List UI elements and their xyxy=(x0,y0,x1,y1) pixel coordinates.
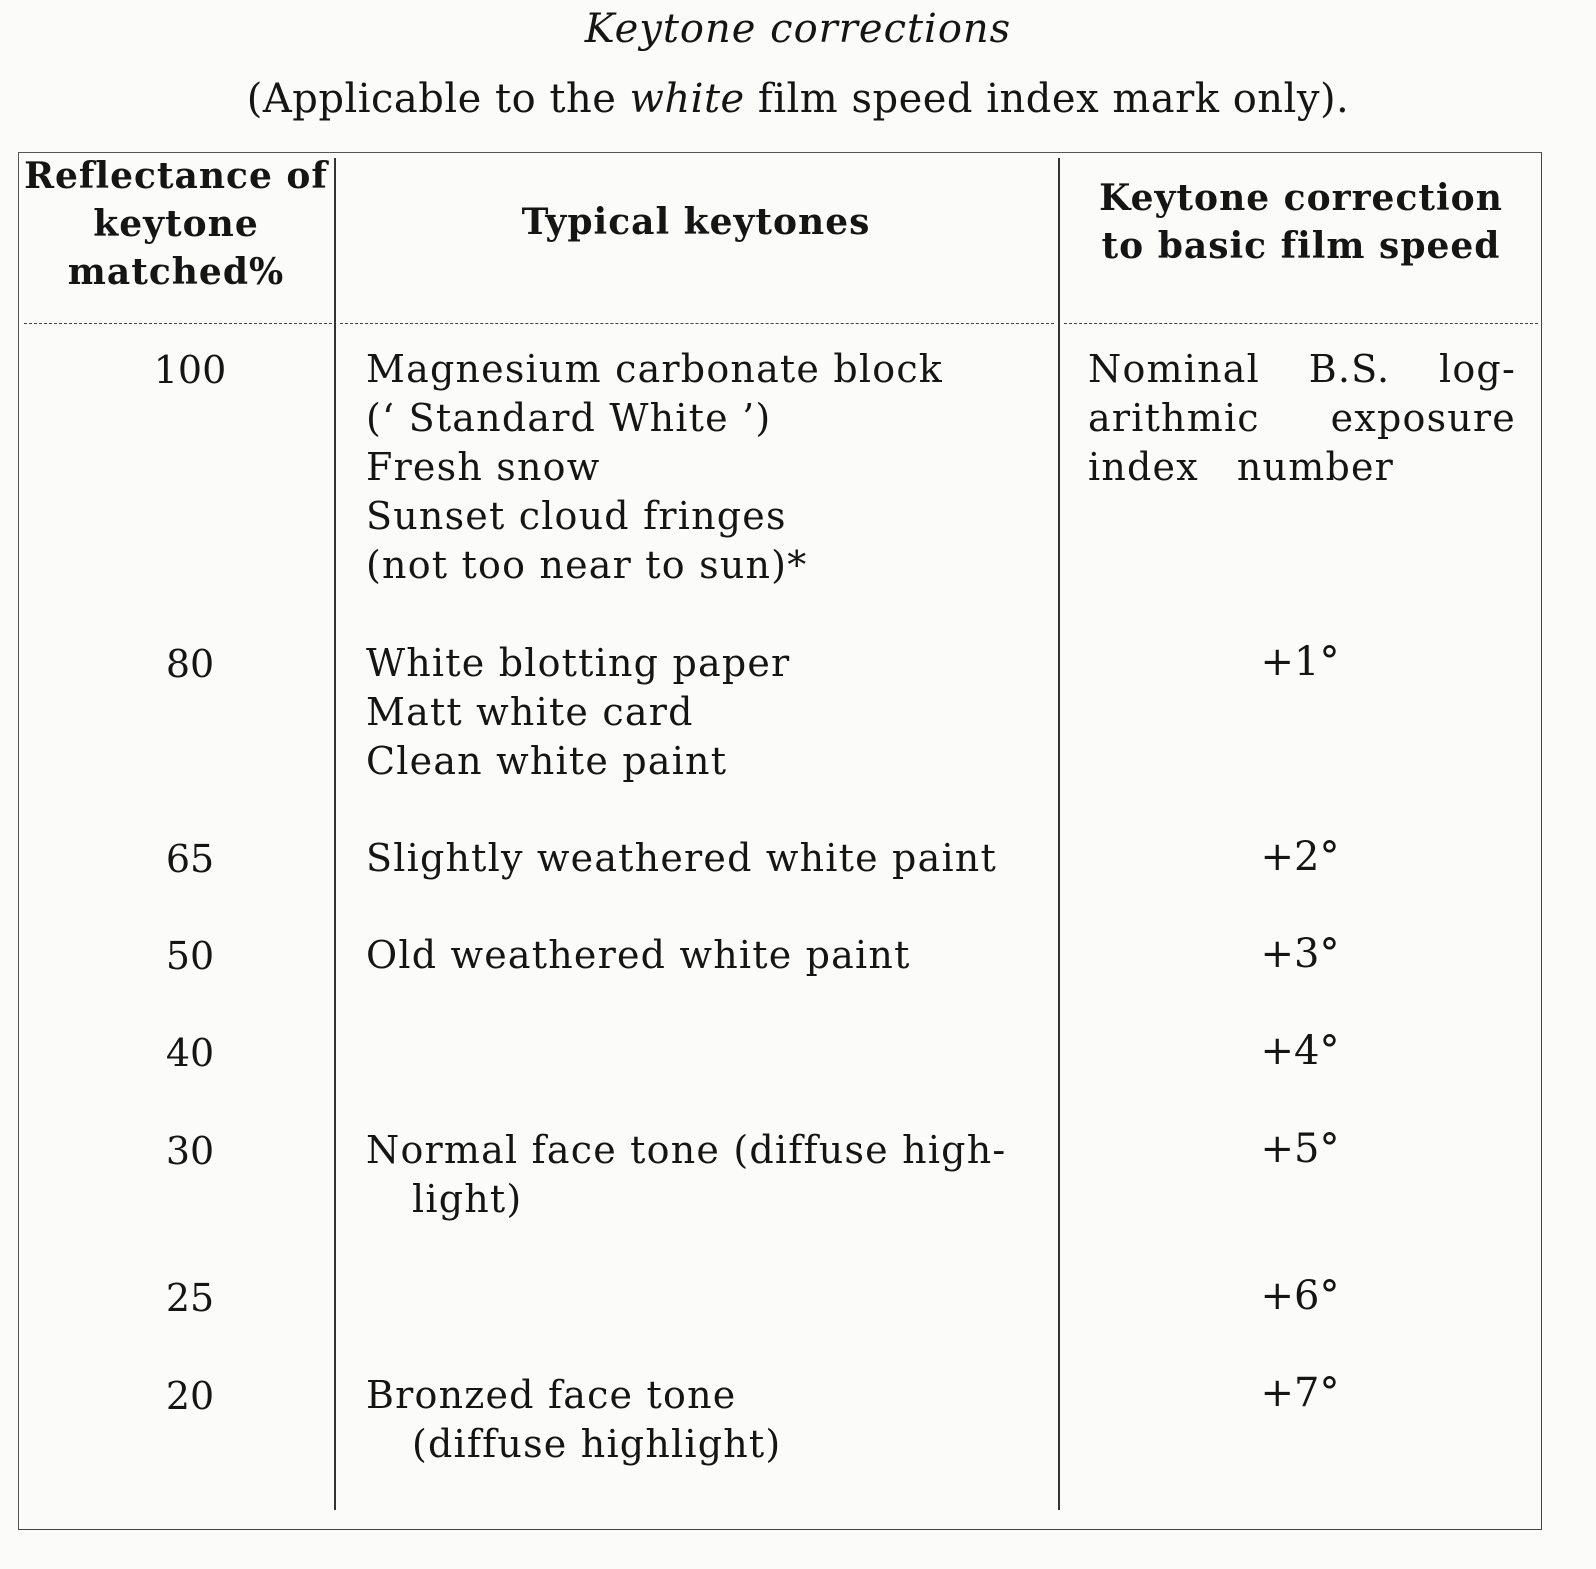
reflectance-value: 25 xyxy=(165,1276,215,1320)
header-reflectance: Reflectance of keytone matched% xyxy=(20,152,332,296)
table-title: Keytone corrections xyxy=(584,6,1012,52)
correction-word: Nominal xyxy=(1088,347,1260,391)
keytone-line: Bronzed face tone xyxy=(366,1373,737,1417)
correction-word: log- xyxy=(1439,347,1516,391)
correction-value: +4° xyxy=(1260,1028,1340,1074)
keytone-line: Normal face tone (diffuse high- xyxy=(366,1128,1007,1172)
correction-value: +6° xyxy=(1260,1273,1340,1319)
reflectance-value: 40 xyxy=(165,1031,215,1075)
subtitle-start: (Applicable to the xyxy=(246,76,630,122)
correction-word: exposure xyxy=(1330,396,1516,440)
correction-word: number xyxy=(1236,445,1395,489)
header-rule xyxy=(340,323,1054,324)
keytone-list: White blotting paper Matt white card Cle… xyxy=(366,639,1056,786)
column-divider xyxy=(1058,158,1060,1510)
correction-value: +2° xyxy=(1260,834,1340,880)
correction-line: index number xyxy=(1088,443,1516,492)
keytone-line: Clean white paint xyxy=(366,739,728,783)
correction-value: +5° xyxy=(1260,1126,1340,1172)
reflectance-value: 100 xyxy=(153,348,227,392)
keytone-line: Matt white card xyxy=(366,690,694,734)
keytone-line: White blotting paper xyxy=(366,641,791,685)
table-frame xyxy=(18,152,1542,1530)
correction-value: +7° xyxy=(1260,1370,1340,1416)
keytone-list: Bronzed face tone (diffuse highlight) xyxy=(366,1371,1056,1469)
correction-word: index xyxy=(1088,445,1199,489)
keytone-list: Magnesium carbonate block (‘ Standard Wh… xyxy=(366,345,1056,590)
keytone-list: Slightly weathered white paint xyxy=(366,834,1056,883)
correction-word: arithmic xyxy=(1088,396,1260,440)
column-divider xyxy=(334,158,336,1510)
keytone-line: light) xyxy=(412,1177,523,1221)
reflectance-value: 30 xyxy=(165,1129,215,1173)
keytone-line: Slightly weathered white paint xyxy=(366,836,997,880)
correction-nominal: Nominal B.S. log- arithmic exposure index nu… xyxy=(1088,345,1516,492)
subtitle-emphasis: white xyxy=(629,76,745,122)
keytone-line: Fresh snow xyxy=(366,445,601,489)
header-line: keytone xyxy=(93,203,259,245)
correction-word: B.S. xyxy=(1308,347,1391,391)
header-rule xyxy=(24,323,332,324)
reflectance-value: 20 xyxy=(165,1374,215,1418)
reflectance-value: 50 xyxy=(165,934,215,978)
header-line: Reflectance of xyxy=(24,155,328,197)
header-line: to basic film speed xyxy=(1101,225,1501,267)
correction-value: +1° xyxy=(1260,639,1340,685)
keytone-list: Normal face tone (diffuse high- light) xyxy=(366,1126,1056,1224)
correction-line: Nominal B.S. log- xyxy=(1088,345,1516,394)
table-subtitle: (Applicable to the white film speed inde… xyxy=(0,76,1596,122)
header-correction: Keytone correction to basic film speed xyxy=(1062,174,1540,270)
keytone-line: Magnesium carbonate block xyxy=(366,347,944,391)
keytone-list: Old weathered white paint xyxy=(366,931,1056,980)
header-line: matched% xyxy=(67,251,285,293)
header-typical-keytones: Typical keytones xyxy=(521,201,871,243)
keytone-line: (‘ Standard White ’) xyxy=(366,396,772,440)
reflectance-value: 80 xyxy=(165,642,215,686)
header-rule xyxy=(1064,323,1538,324)
keytone-line: Sunset cloud fringes xyxy=(366,494,787,538)
correction-line: arithmic exposure xyxy=(1088,394,1516,443)
header-line: Keytone correction xyxy=(1099,177,1503,219)
correction-value: +3° xyxy=(1260,931,1340,977)
keytone-line: (not too near to sun)* xyxy=(366,543,808,587)
keytone-line: (diffuse highlight) xyxy=(412,1422,782,1466)
subtitle-end: film speed index mark only). xyxy=(744,76,1350,122)
keytone-line: Old weathered white paint xyxy=(366,933,911,977)
reflectance-value: 65 xyxy=(165,837,215,881)
